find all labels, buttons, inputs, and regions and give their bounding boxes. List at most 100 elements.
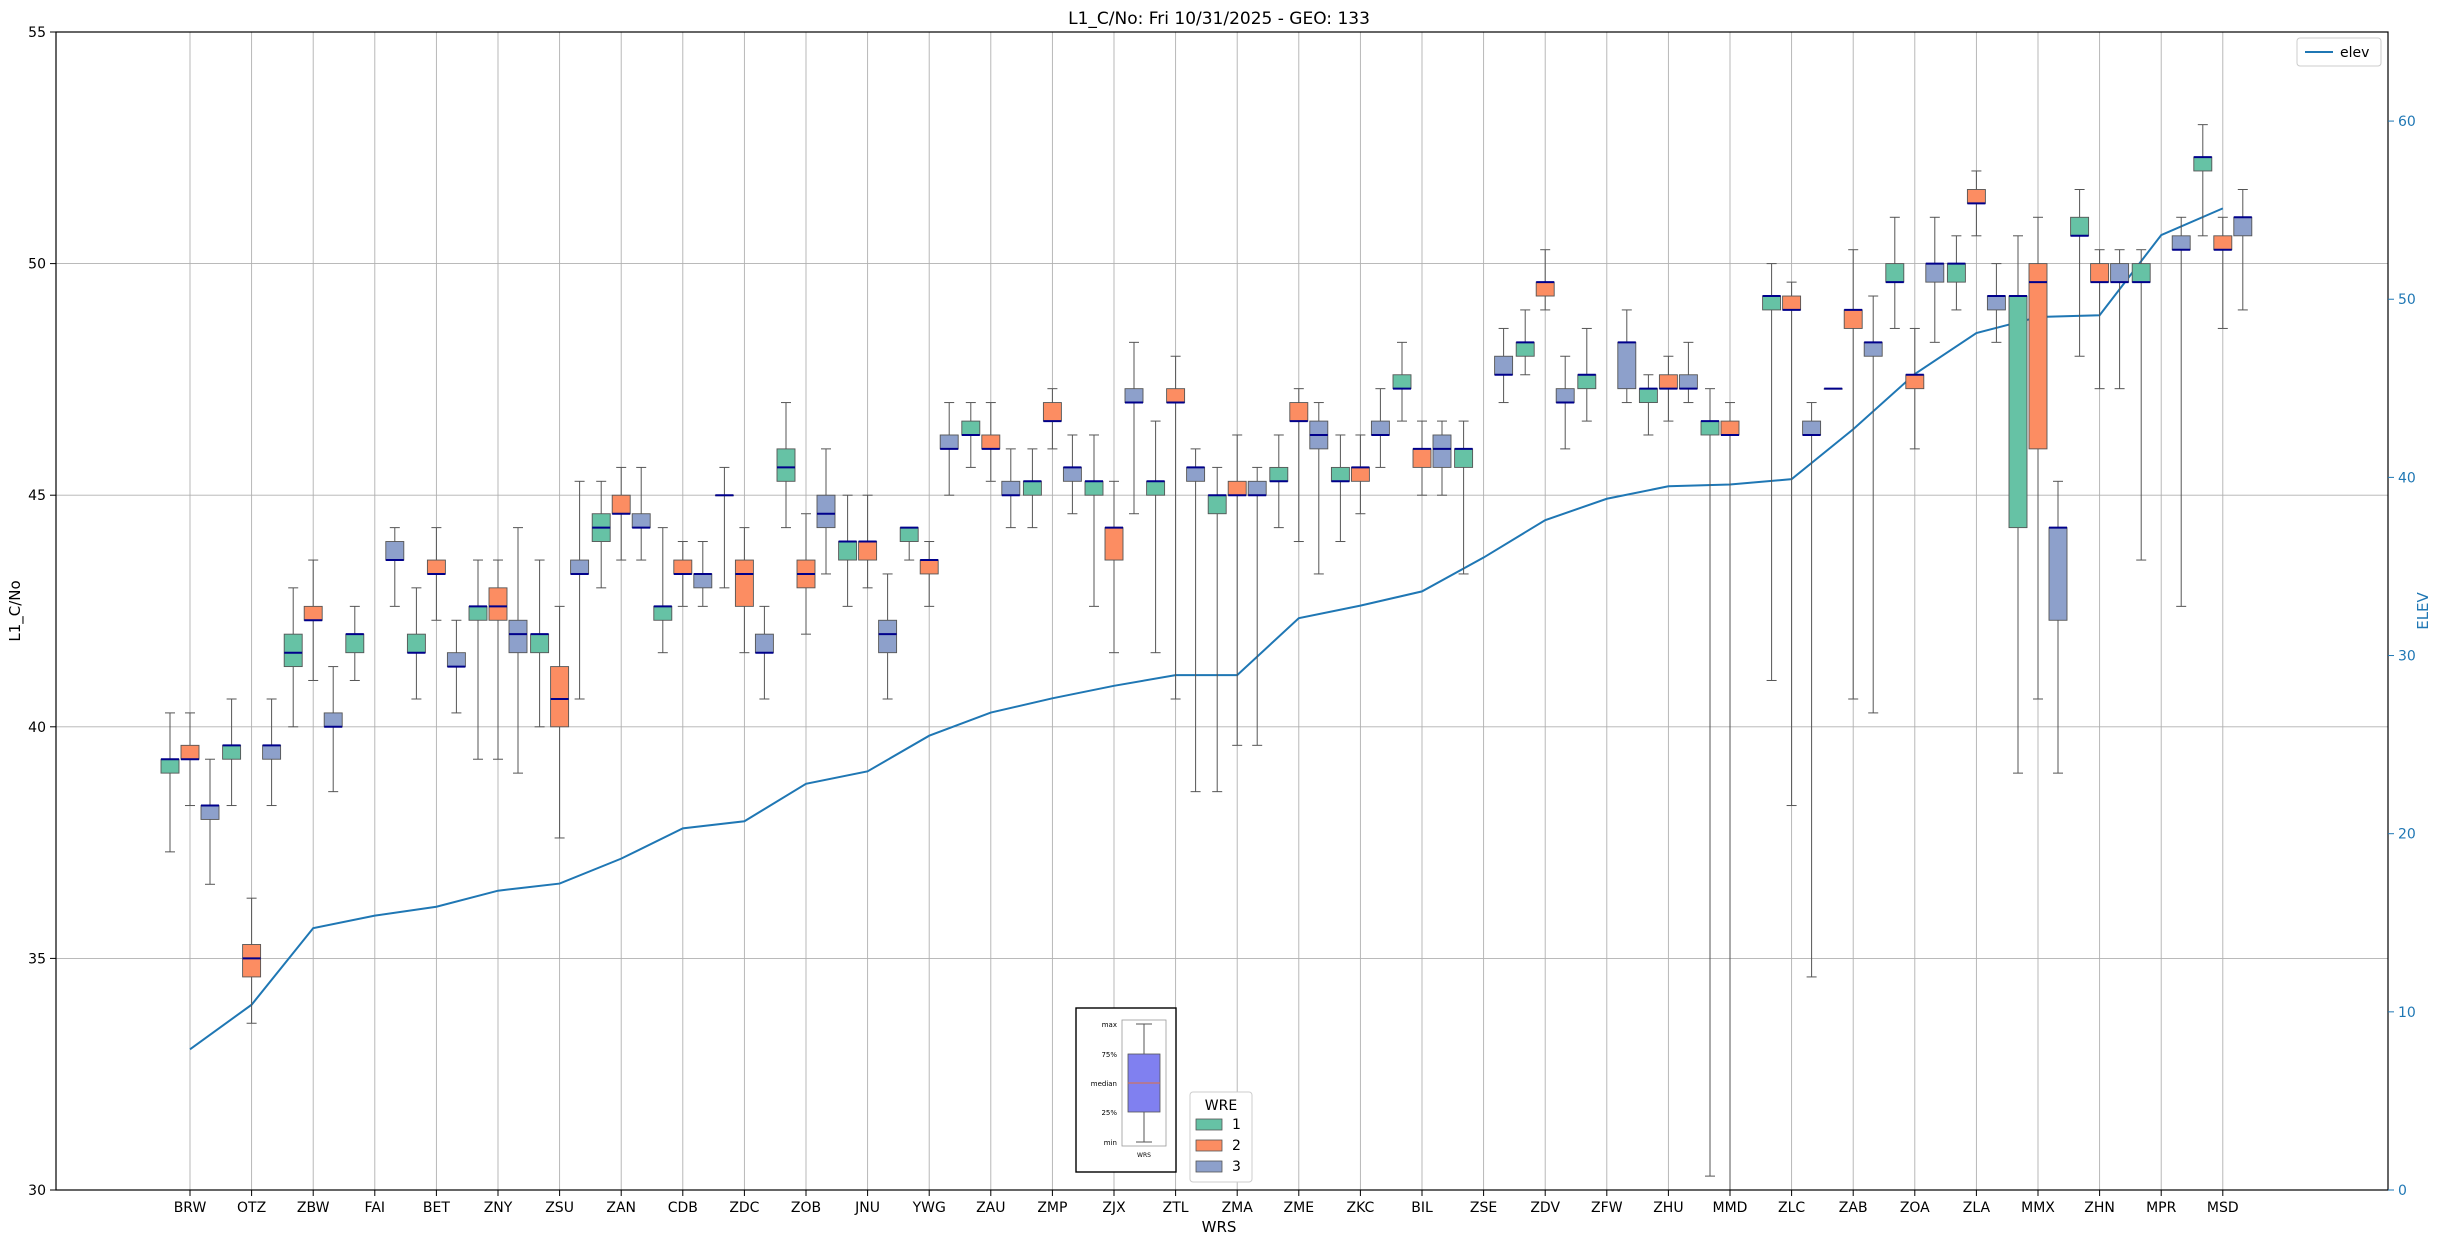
box-wre3-zoa <box>1925 216 1945 343</box>
box-iqr <box>1247 480 1267 496</box>
chart-title: L1_C/No: Fri 10/31/2025 - GEO: 133 <box>1068 9 1370 29</box>
inset-label-max: max <box>1102 1021 1117 1029</box>
box-iqr <box>1042 402 1062 422</box>
inset-label-median: median <box>1091 1080 1117 1088</box>
box-iqr <box>222 744 242 760</box>
box-iqr <box>1617 341 1637 390</box>
y-axis: 30 35 40 45 50 55 <box>28 25 56 1199</box>
y2-tick-label: 30 <box>2398 649 2416 665</box>
box-iqr <box>1515 341 1535 357</box>
box-iqr <box>508 619 528 654</box>
box-wre2-zdc <box>734 527 754 654</box>
box-iqr <box>1289 402 1309 422</box>
box-wre1-zan <box>591 480 611 589</box>
box-iqr <box>242 944 262 978</box>
box-iqr <box>838 541 858 561</box>
y2-tick-label: 60 <box>2398 114 2416 130</box>
x-tick-label: MMX <box>2021 1200 2055 1216</box>
box-iqr <box>1966 189 1986 204</box>
x-tick-label: JNU <box>854 1200 880 1216</box>
box-wre2-zoa <box>1905 327 1925 450</box>
box-wre1-zab <box>1823 387 1843 390</box>
x-tick-label: ZLA <box>1963 1200 1991 1216</box>
box-wre2-zsu <box>550 605 570 839</box>
wre-legend-label-3: 3 <box>1232 1159 1241 1175</box>
box-wre1-ztl <box>1146 420 1166 654</box>
box-iqr <box>981 434 1001 450</box>
box-wre1-zse <box>1454 420 1474 575</box>
box-iqr <box>283 633 303 668</box>
box-iqr <box>2048 527 2068 621</box>
box-wre2-zma <box>1227 434 1247 746</box>
box-wre1-zme <box>1269 434 1289 529</box>
box-wre1-zlc <box>1762 263 1782 681</box>
box-wre2-zny <box>488 559 508 760</box>
box-wre1-zmp <box>1022 448 1042 529</box>
box-wre3-zob <box>816 448 836 575</box>
box-iqr <box>1843 309 1863 329</box>
box-iqr <box>180 744 200 760</box>
box-iqr <box>262 744 282 760</box>
box-iqr <box>2070 216 2090 237</box>
box-iqr <box>1700 420 1720 436</box>
box-wre3-zme <box>1309 402 1329 575</box>
box-wre3-zdc <box>754 605 774 700</box>
box-iqr <box>1782 295 1802 311</box>
x-tick-label: ZLC <box>1778 1200 1805 1216</box>
box-iqr <box>1022 480 1042 496</box>
box-wre2-zhu <box>1658 355 1678 422</box>
inset-label-min: min <box>1104 1139 1117 1147</box>
box-iqr <box>1392 374 1412 390</box>
box-wre3-zjx <box>1124 341 1144 515</box>
box-iqr <box>1062 466 1082 482</box>
box-wre3-zkc <box>1370 388 1390 468</box>
x-tick-label: ZMP <box>1037 1200 1067 1216</box>
box-iqr <box>1166 388 1186 404</box>
box-wre1-zhn <box>2070 188 2090 357</box>
box-wre1-zob <box>776 402 796 529</box>
box-wre1-bet <box>406 587 426 700</box>
elev-line <box>189 207 2224 1051</box>
box-iqr <box>1946 263 1966 283</box>
box-wre1-zla <box>1946 235 1966 311</box>
box-iqr <box>653 605 673 621</box>
x-tick-label: ZOB <box>791 1200 821 1216</box>
box-wre2-zab <box>1843 249 1863 700</box>
x-tick-label: BRW <box>174 1200 207 1216</box>
box-iqr <box>1186 466 1206 482</box>
elev-legend: elev <box>2296 37 2382 67</box>
box-iqr <box>468 605 488 621</box>
box-wre3-zau <box>1001 448 1021 529</box>
box-wre3-fai <box>385 527 405 607</box>
box-wre1-jnu <box>838 494 858 607</box>
box-wre3-zlc <box>1802 402 1822 978</box>
box-iqr <box>345 633 365 654</box>
box-iqr <box>631 513 651 529</box>
x-tick-label: ZDV <box>1530 1200 1560 1216</box>
x-tick-label: ZMA <box>1222 1200 1254 1216</box>
box-iqr <box>1412 448 1432 468</box>
box-wre3-zmp <box>1062 434 1082 515</box>
box-iqr <box>1925 263 1945 283</box>
box-wre2-bil <box>1412 420 1432 496</box>
x-tick-label: ZAU <box>976 1200 1005 1216</box>
box-wre1-fai <box>345 605 365 681</box>
box-wre2-zdv <box>1535 249 1555 311</box>
box-wre2-jnu <box>858 494 878 589</box>
box-wre1-zoa <box>1885 216 1905 329</box>
box-iqr <box>406 633 426 654</box>
box-iqr <box>1454 448 1474 468</box>
box-iqr <box>1124 388 1144 404</box>
x-tick-label: ZSE <box>1470 1200 1497 1216</box>
box-iqr <box>2131 263 2151 283</box>
box-wre2-zhn <box>2090 249 2110 390</box>
box-iqr <box>200 805 220 820</box>
x-tick-label: MPR <box>2146 1200 2177 1216</box>
box-iqr <box>734 559 754 607</box>
box-wre1-msd <box>2193 124 2213 237</box>
box-iqr <box>673 559 693 575</box>
box-wre1-mpr <box>2131 249 2151 561</box>
box-iqr <box>1863 341 1883 357</box>
y2-tick-label: 20 <box>2398 827 2416 843</box>
x-tick-label: ZAN <box>606 1200 636 1216</box>
